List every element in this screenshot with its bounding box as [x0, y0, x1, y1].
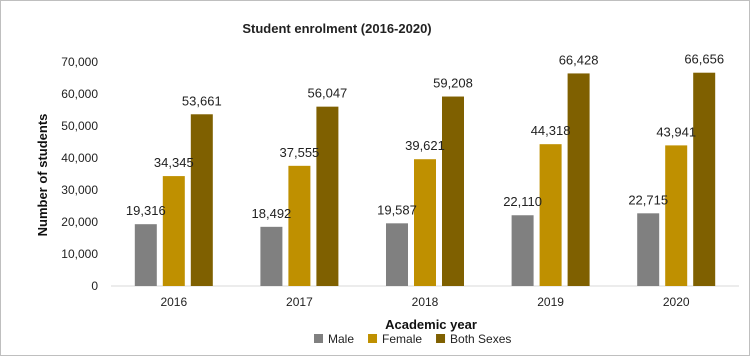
data-label: 37,555: [280, 145, 320, 160]
legend: Male Female Both Sexes: [314, 332, 511, 346]
data-label: 39,621: [405, 138, 445, 153]
y-tick-label: 50,000: [61, 119, 98, 133]
x-tick-label: 2020: [663, 295, 690, 309]
data-label: 18,492: [252, 206, 292, 221]
data-label: 43,941: [656, 124, 696, 139]
legend-swatch: [368, 334, 378, 343]
x-tick-label: 2017: [286, 295, 313, 309]
x-tick-label: 2016: [160, 295, 187, 309]
bar: [260, 226, 283, 286]
x-tick-label: 2019: [537, 295, 564, 309]
data-label: 59,208: [433, 76, 473, 91]
data-labels: 19,316 34,345 53,661 18,492 37,555 56,047 19,5…: [126, 52, 724, 221]
data-label: 34,345: [154, 155, 194, 170]
legend-label: Male: [328, 332, 354, 346]
y-axis-title: Number of students: [35, 114, 50, 237]
bars: [134, 72, 716, 287]
data-label: 19,316: [126, 203, 166, 218]
x-axis: 2016 2017 2018 2019 2020: [111, 285, 739, 309]
x-axis-title: Academic year: [385, 317, 477, 332]
y-tick-label: 30,000: [61, 183, 98, 197]
chart-title: Student enrolment (2016-2020): [242, 21, 431, 36]
y-tick-label: 10,000: [61, 247, 98, 261]
bar: [539, 144, 562, 286]
legend-label: Both Sexes: [450, 332, 511, 346]
bar: [693, 72, 716, 286]
bar: [162, 176, 185, 286]
legend-swatch: [436, 334, 446, 343]
bar: [386, 223, 408, 286]
bar: [414, 159, 436, 286]
y-tick-label: 60,000: [61, 87, 98, 101]
legend-label: Female: [382, 332, 422, 346]
data-label: 56,047: [308, 86, 348, 101]
bar: [288, 165, 311, 286]
bar: [442, 96, 464, 287]
y-tick-label: 70,000: [61, 55, 98, 69]
bar: [316, 106, 339, 286]
y-tick-label: 40,000: [61, 151, 98, 165]
data-label: 66,656: [684, 52, 724, 67]
data-label: 22,715: [628, 192, 668, 207]
x-tick-label: 2018: [412, 295, 439, 309]
y-tick-label: 20,000: [61, 215, 98, 229]
y-axis: 0 10,000 20,000 30,000 40,000 50,000 60,000 70,…: [61, 55, 98, 293]
legend-swatch: [314, 334, 323, 343]
data-label: 53,661: [182, 93, 222, 108]
data-label: 19,587: [377, 202, 417, 217]
bar: [190, 114, 213, 287]
data-label: 44,318: [531, 123, 571, 138]
y-tick-label: 0: [91, 279, 98, 293]
bar: [134, 224, 157, 286]
bar: [637, 213, 660, 286]
data-label: 22,110: [503, 194, 542, 209]
bar: [511, 215, 534, 286]
bar: [567, 73, 590, 287]
data-label: 66,428: [559, 52, 599, 67]
bar: [665, 145, 688, 286]
